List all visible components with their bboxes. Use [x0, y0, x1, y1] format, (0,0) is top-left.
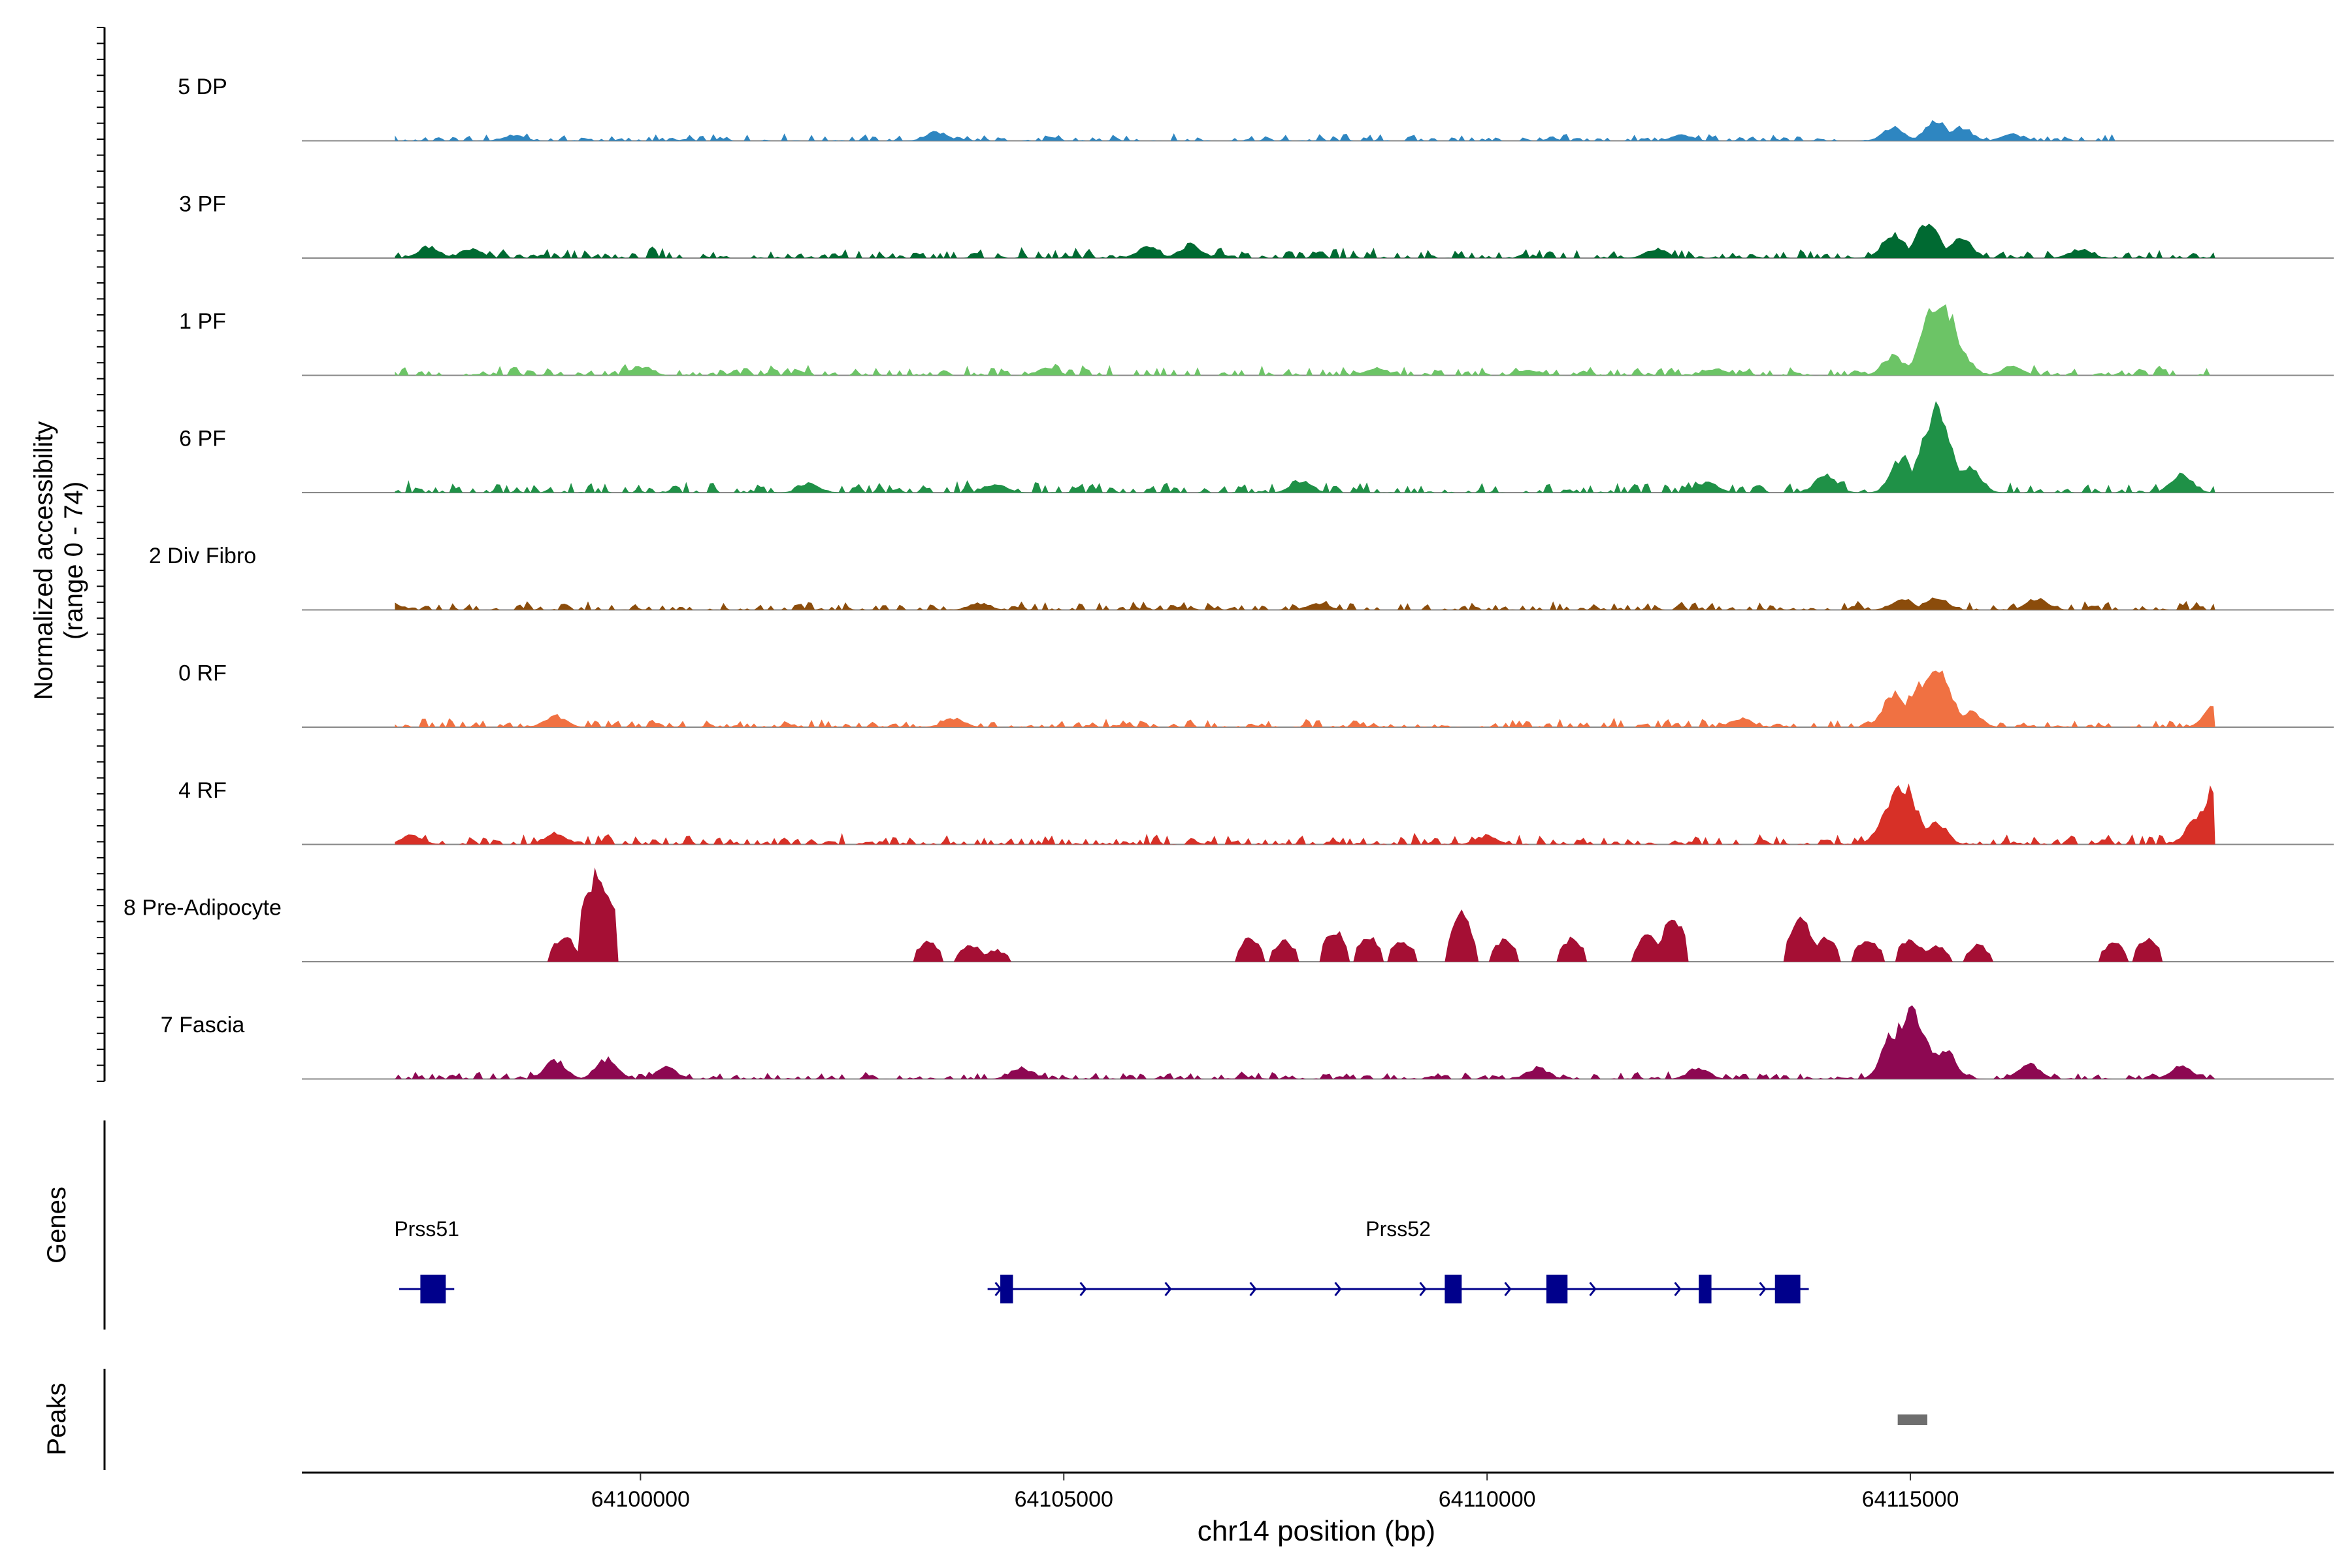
track-3-pf: 3 PF [179, 192, 2334, 259]
track-coverage-area [395, 401, 2215, 493]
track-coverage-area [395, 783, 2215, 845]
peaks-panel-title: Peaks [42, 1382, 71, 1455]
x-axis-title: chr14 position (bp) [1198, 1515, 1435, 1547]
track-label: 4 RF [178, 778, 227, 803]
strand-arrow [1334, 1282, 1342, 1296]
track-coverage-area [395, 597, 2215, 610]
track-label: 1 PF [179, 309, 226, 334]
track-label: 8 Pre-Adipocyte [123, 896, 282, 921]
gene-exon [1445, 1275, 1462, 1303]
track-coverage-area [395, 1005, 2215, 1079]
track-label: 0 RF [178, 661, 227, 686]
gene-label: Prss52 [1365, 1217, 1431, 1241]
gene-prss51: Prss51 [394, 1217, 459, 1303]
y-axis-title-line2: (range 0 - 74) [59, 482, 88, 640]
track-6-pf: 6 PF [179, 401, 2334, 493]
gene-exon [1000, 1275, 1013, 1303]
track-5-dp: 5 DP [178, 74, 2334, 142]
strand-arrow [1759, 1282, 1767, 1296]
y-axis-title-line1: Normalized accessibility [29, 421, 58, 700]
track-coverage-area [395, 223, 2215, 258]
track-label: 7 Fascia [161, 1013, 245, 1037]
track-coverage-area [395, 304, 2215, 376]
gene-prss52: Prss52 [987, 1217, 1809, 1303]
track-7-fascia: 7 Fascia [161, 1005, 2334, 1080]
gene-exon [1546, 1275, 1568, 1303]
track-4-rf: 4 RF [178, 778, 2334, 845]
x-axis-tick-label: 64115000 [1862, 1487, 1959, 1512]
track-label: 5 DP [178, 74, 227, 99]
gene-exon [1774, 1275, 1801, 1303]
track-coverage-area [395, 120, 2122, 141]
strand-arrow [1249, 1282, 1257, 1296]
strand-arrow [1079, 1282, 1087, 1296]
track-label: 3 PF [179, 192, 226, 217]
gene-exon [420, 1275, 446, 1303]
track-label: 2 Div Fibro [149, 544, 256, 568]
strand-arrow [1589, 1282, 1597, 1296]
x-axis-tick-label: 64100000 [591, 1487, 690, 1512]
track-coverage-area [395, 670, 2215, 727]
accessibility-tracks: 5 DP 3 PF 1 PF 6 PF 2 Div Fibro 0 RF 4 RF 8 Pre… [123, 74, 2334, 1080]
genes-panel: Prss51 Prss52 [103, 1120, 1809, 1330]
track-1-pf: 1 PF [179, 304, 2334, 376]
gene-label: Prss51 [394, 1217, 459, 1241]
peaks-panel [103, 1369, 1927, 1470]
strand-arrow [1674, 1282, 1682, 1296]
x-axis-tick-label: 64105000 [1015, 1487, 1113, 1512]
track-label: 6 PF [179, 427, 226, 451]
strand-arrow [1504, 1282, 1512, 1296]
track-coverage-area [395, 867, 2215, 962]
x-axis-tick-label: 64110000 [1439, 1487, 1536, 1512]
track-2-div-fibro: 2 Div Fibro [149, 544, 2334, 611]
genes-panel-title: Genes [42, 1186, 71, 1264]
x-axis: 64100000 64105000 64110000 64115000 [302, 1471, 2334, 1512]
strand-arrow [1419, 1282, 1427, 1296]
peak-region [1897, 1414, 1927, 1425]
track-8-pre-adipocyte: 8 Pre-Adipocyte [123, 867, 2334, 962]
strand-arrow [1164, 1282, 1172, 1296]
track-0-rf: 0 RF [178, 661, 2334, 728]
accessibility-y-axis [97, 27, 106, 1082]
gene-exon [1699, 1275, 1712, 1303]
